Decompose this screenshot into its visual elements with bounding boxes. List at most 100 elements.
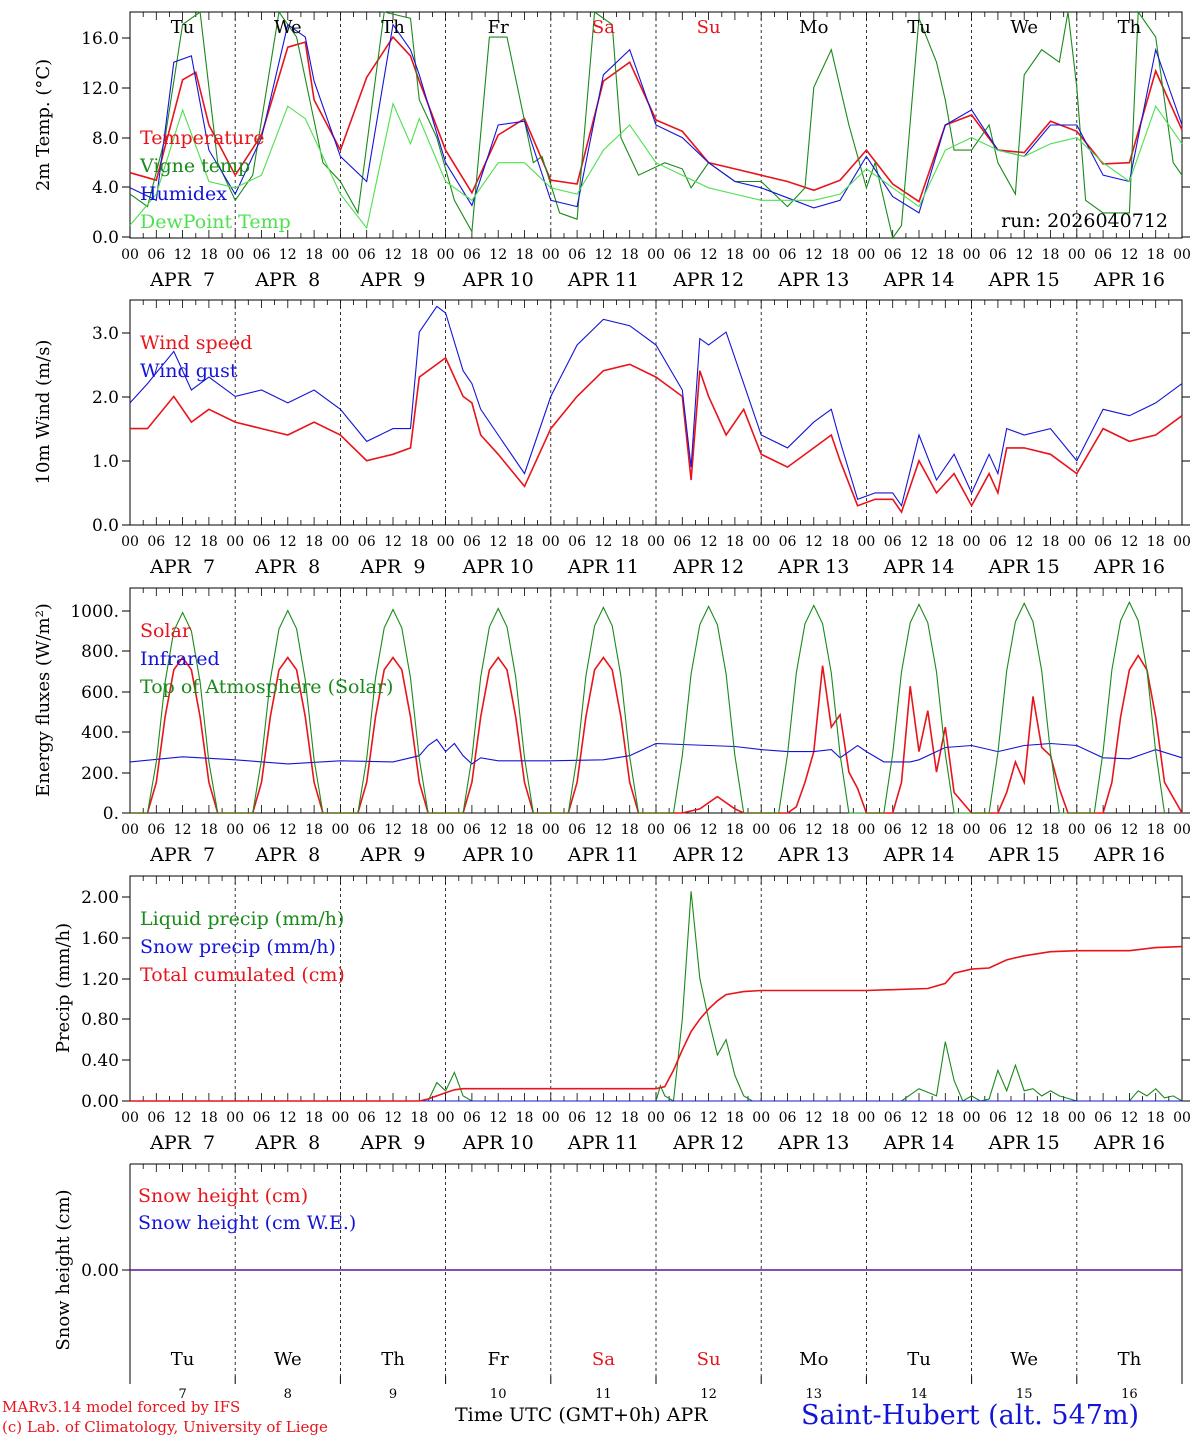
- hour-tick-label: 12: [174, 1110, 192, 1126]
- hour-tick-label: 12: [1015, 822, 1033, 838]
- series-line-dewpoint-temp: [129, 101, 1183, 230]
- hour-tick-label: 12: [1015, 247, 1033, 263]
- hour-ticks: [129, 1164, 1183, 1172]
- legend-entry: Snow height (cm): [138, 1185, 308, 1207]
- y-tick-label: 200.: [81, 764, 119, 784]
- hour-tick-label: 18: [621, 822, 639, 838]
- hour-tick-label: 18: [200, 822, 218, 838]
- hour-tick-label: 12: [1120, 822, 1138, 838]
- hour-tick-label: 06: [779, 534, 797, 550]
- hour-tick-label: 12: [594, 1110, 612, 1126]
- y-tick-label: 3.0: [92, 324, 119, 344]
- panel-1: 0.0 4.0 8.0 12.0 16.0 2m Temp. (°C) Temperatur…: [33, 10, 1191, 291]
- hour-tick-label: 18: [1042, 1110, 1060, 1126]
- series-line-vigne-temp: [129, 10, 1183, 240]
- time-axis-text: Time UTC (GMT+0h): [455, 1404, 661, 1426]
- hour-tick-label: 06: [358, 247, 376, 263]
- hour-tick-label: 12: [1120, 534, 1138, 550]
- y-tick-label: 0.40: [81, 1051, 119, 1071]
- hour-tick-label: 00: [647, 1110, 665, 1126]
- hour-tick-label: 06: [358, 822, 376, 838]
- hour-tick-label: 06: [989, 822, 1007, 838]
- day-label: APR 15: [988, 1132, 1060, 1154]
- hour-tick-label: 18: [410, 247, 428, 263]
- hour-tick-label: 12: [1120, 247, 1138, 263]
- hour-tick-label: 06: [253, 822, 271, 838]
- hour-tick-label: 18: [726, 1110, 744, 1126]
- hour-tick-label: 00: [542, 1110, 560, 1126]
- hour-tick-label: 12: [910, 1110, 928, 1126]
- y-tick-label: 1.20: [81, 970, 119, 990]
- hour-tick-label: 18: [621, 247, 639, 263]
- hour-tick-label: 18: [516, 247, 534, 263]
- hour-tick-label: 18: [1042, 534, 1060, 550]
- day-label: APR 7: [149, 556, 215, 578]
- weekday-label-top: Tu: [907, 17, 931, 38]
- hour-tick-label: 00: [331, 822, 349, 838]
- y-tick-label: 12.0: [81, 79, 119, 99]
- hour-tick-label: 00: [437, 534, 455, 550]
- hour-tick-label: 00: [226, 1110, 244, 1126]
- hour-tick-label: 00: [752, 534, 770, 550]
- hour-tick-label: 00: [1173, 822, 1191, 838]
- hour-tick-label: 00: [226, 534, 244, 550]
- hour-tick-label: 18: [831, 534, 849, 550]
- model-credit-line1: MARv3.14 model forced by IFS: [2, 1398, 241, 1416]
- hour-tick-label: 18: [516, 822, 534, 838]
- day-label: APR 13: [777, 269, 849, 291]
- hour-tick-label: 00: [1173, 534, 1191, 550]
- y-tick-label: 2.00: [81, 888, 119, 908]
- hour-tick-label: 18: [936, 822, 954, 838]
- series-line-humidex: [129, 23, 1183, 214]
- legend-entry: Infrared: [140, 648, 220, 670]
- day-label: APR 10: [462, 556, 534, 578]
- day-label: APR 13: [777, 556, 849, 578]
- hour-tick-label: 06: [147, 822, 165, 838]
- legend-entry: Top of Atmosphere (Solar): [140, 676, 393, 698]
- hour-tick-label: 06: [253, 247, 271, 263]
- hour-tick-label: 12: [594, 534, 612, 550]
- day-label: APR 16: [1093, 556, 1165, 578]
- hour-tick-label: 12: [805, 1110, 823, 1126]
- y-tick-label: 0.00: [81, 1261, 119, 1281]
- day-label: APR 16: [1093, 269, 1165, 291]
- hour-tick-label: 00: [963, 822, 981, 838]
- day-label: APR 15: [988, 556, 1060, 578]
- hour-tick-label: 18: [305, 247, 323, 263]
- day-label: APR 12: [672, 1132, 744, 1154]
- hour-tick-label: 12: [805, 247, 823, 263]
- series-line-wind-gust: [129, 305, 1183, 508]
- hour-tick-label: 00: [752, 822, 770, 838]
- hour-tick-label: 18: [305, 534, 323, 550]
- y-tick-label: 1.0: [92, 452, 119, 472]
- hour-tick-label: 12: [805, 822, 823, 838]
- hour-tick-label: 18: [1147, 822, 1165, 838]
- hour-tick-label: 06: [779, 247, 797, 263]
- hour-tick-label: 12: [594, 247, 612, 263]
- hour-tick-label: 18: [726, 534, 744, 550]
- day-number-label: 16: [1121, 1387, 1138, 1402]
- y-tick-label: 0.: [103, 804, 119, 824]
- hour-tick-label: 12: [910, 534, 928, 550]
- day-label: APR 11: [567, 556, 639, 578]
- day-label: APR 11: [567, 844, 639, 866]
- hour-tick-label: 00: [1173, 247, 1191, 263]
- panel-2: 0.0 1.0 2.0 3.0 10m Wind (m/s) Wind speed Wind…: [33, 299, 1191, 578]
- hour-tick-label: 18: [410, 822, 428, 838]
- day-label: APR 14: [882, 556, 954, 578]
- hour-tick-label: 18: [1147, 247, 1165, 263]
- hour-tick-label: 12: [700, 247, 718, 263]
- hour-tick-label: 00: [331, 247, 349, 263]
- hour-tick-label: 00: [1173, 1110, 1191, 1126]
- y-tick-label: 0.00: [81, 1092, 119, 1112]
- day-label: APR 9: [360, 844, 426, 866]
- day-label: APR 14: [882, 844, 954, 866]
- hour-tick-label: 18: [1147, 534, 1165, 550]
- hour-tick-label: 12: [174, 822, 192, 838]
- hour-tick-label: 00: [963, 247, 981, 263]
- hour-tick-label: 12: [700, 822, 718, 838]
- hour-tick-label: 06: [463, 247, 481, 263]
- hour-tick-label: 18: [621, 1110, 639, 1126]
- hour-tick-label: 00: [121, 534, 139, 550]
- legend-entry: DewPoint Temp: [140, 211, 291, 233]
